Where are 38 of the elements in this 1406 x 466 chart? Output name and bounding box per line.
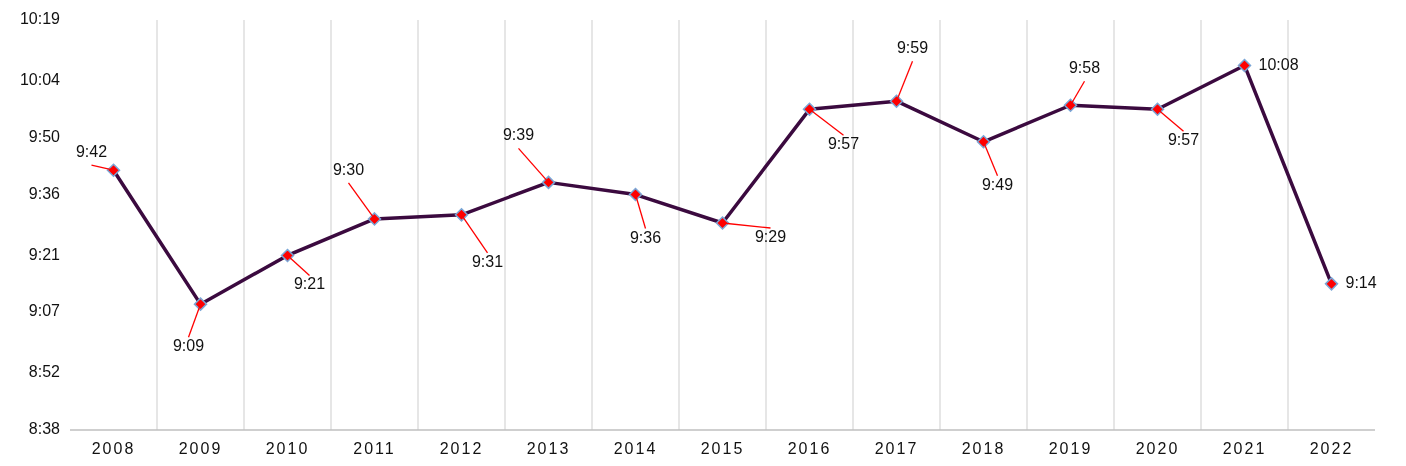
x-tick-label: 2013 (526, 440, 571, 457)
y-tick-label: 10:19 (19, 10, 61, 28)
x-tick-label: 2018 (961, 440, 1006, 457)
y-tick-label: 9:21 (28, 245, 61, 263)
x-tick-label: 2019 (1048, 440, 1093, 457)
y-tick-label: 9:07 (28, 302, 61, 320)
x-tick-label: 2020 (1135, 440, 1180, 457)
data-label: 9:21 (293, 275, 326, 293)
x-tick-label: 2016 (787, 440, 832, 457)
y-tick-label: 10:04 (19, 71, 61, 89)
data-label: 9:57 (1167, 131, 1200, 149)
y-tick-label: 8:52 (28, 363, 61, 381)
x-tick-label: 2011 (353, 440, 396, 457)
x-tick-label: 2021 (1222, 440, 1267, 457)
data-label: 9:30 (332, 160, 365, 178)
x-tick-label: 2014 (613, 440, 658, 457)
data-label: 10:08 (1258, 55, 1299, 73)
y-tick-label: 9:50 (28, 127, 61, 145)
x-tick-label: 2010 (265, 440, 310, 457)
data-label: 9:39 (502, 126, 535, 144)
data-label: 9:57 (827, 135, 860, 153)
data-label: 9:31 (471, 252, 504, 270)
data-label: 9:36 (629, 228, 662, 246)
x-tick-label: 2012 (439, 440, 484, 457)
data-label: 9:49 (981, 175, 1014, 193)
y-tick-label: 8:38 (28, 420, 61, 438)
data-label: 9:59 (896, 39, 929, 57)
x-tick-label: 2008 (91, 440, 136, 457)
data-label: 9:29 (754, 227, 787, 245)
x-tick-label: 2015 (700, 440, 745, 457)
data-label: 9:42 (75, 143, 108, 161)
x-tick-label: 2017 (874, 440, 919, 457)
data-label: 9:14 (1345, 274, 1377, 292)
x-tick-label: 2022 (1309, 440, 1354, 457)
x-tick-label: 2009 (178, 440, 223, 457)
data-label: 9:58 (1068, 59, 1101, 77)
y-tick-label: 9:36 (28, 184, 61, 202)
data-label: 9:09 (172, 337, 205, 355)
